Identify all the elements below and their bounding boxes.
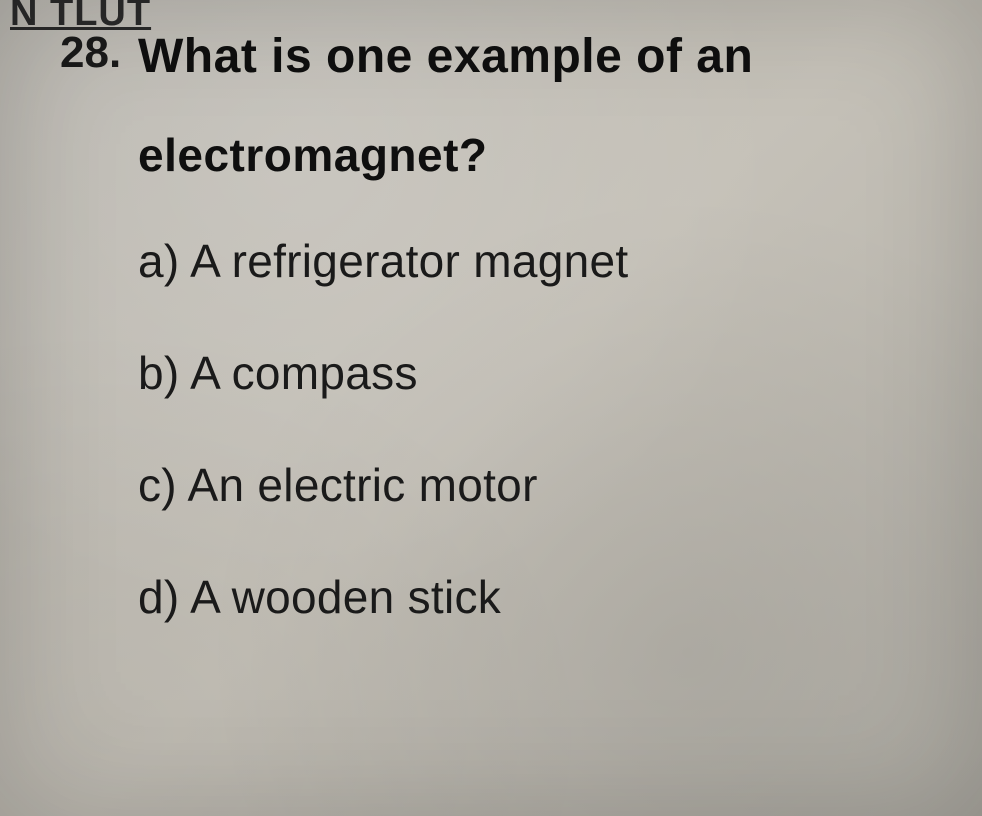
question-number: 28. [60,28,130,78]
option-text: An electric motor [187,459,537,511]
option-text: A refrigerator magnet [190,235,628,287]
option-letter: c) [138,459,177,511]
option-d: d) A wooden stick [138,570,942,624]
question-first-line: 28. What is one example of an [60,28,942,86]
option-text: A wooden stick [190,571,501,623]
option-letter: a) [138,235,180,287]
option-text: A compass [190,347,418,399]
option-letter: d) [138,571,180,623]
question-block: 28. What is one example of an electromag… [0,0,982,624]
options-list: a) A refrigerator magnet b) A compass c)… [138,234,942,624]
option-a: a) A refrigerator magnet [138,234,942,288]
option-letter: b) [138,347,180,399]
option-c: c) An electric motor [138,458,942,512]
question-text-line2: electromagnet? [138,128,942,182]
question-text-line1: What is one example of an [138,28,753,86]
option-b: b) A compass [138,346,942,400]
